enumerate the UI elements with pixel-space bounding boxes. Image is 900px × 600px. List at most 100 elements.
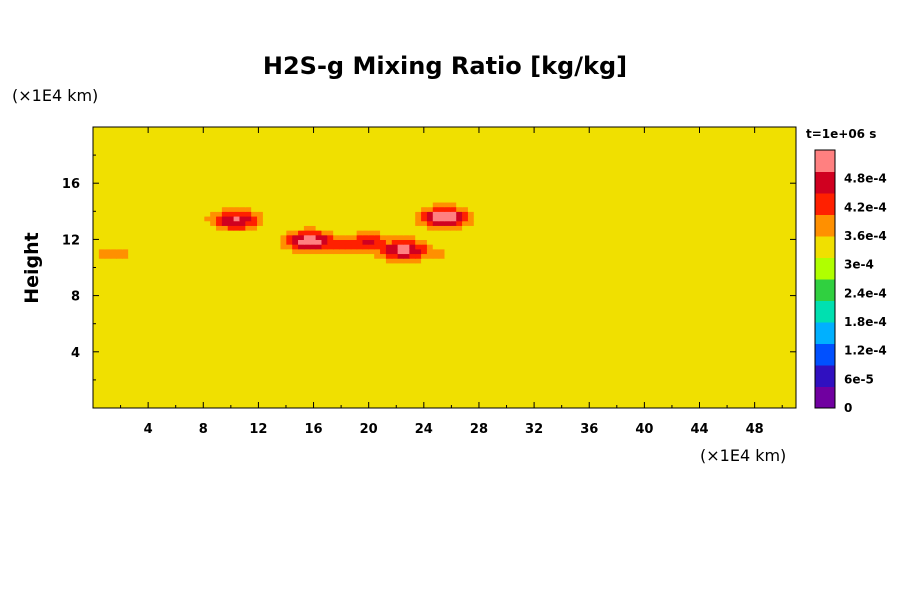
heatmap-cell — [790, 351, 796, 358]
heatmap-cell — [362, 225, 369, 231]
heatmap-cell — [690, 403, 698, 408]
heatmap-cell — [333, 234, 340, 240]
heatmap-cell — [766, 375, 774, 381]
heatmap-cell — [239, 314, 246, 320]
heatmap-cell — [280, 319, 287, 325]
heatmap-cell — [491, 239, 498, 245]
heatmap-cell — [403, 239, 410, 245]
heatmap-cell — [620, 384, 627, 390]
heatmap-cell — [608, 290, 615, 297]
heatmap-cell — [216, 300, 223, 306]
heatmap-cell — [725, 347, 733, 353]
heatmap-cell — [549, 215, 557, 222]
heatmap-cell — [128, 356, 135, 362]
heatmap-cell — [333, 319, 340, 325]
x-axis-unit: (×1E4 km) — [700, 446, 786, 465]
heatmap-cell — [444, 389, 451, 395]
heatmap-cell — [145, 319, 153, 325]
heatmap-cell — [743, 365, 750, 372]
heatmap-cell — [784, 347, 791, 353]
heatmap-cell — [713, 220, 721, 226]
heatmap-cell — [98, 276, 106, 283]
heatmap-cell — [169, 365, 176, 372]
heatmap-cell — [221, 304, 229, 311]
heatmap-cell — [216, 239, 223, 245]
heatmap-cell — [362, 248, 369, 255]
heatmap-cell — [532, 319, 539, 325]
heatmap-cell — [637, 356, 645, 362]
heatmap-cell — [661, 220, 668, 226]
heatmap-cell — [608, 393, 615, 400]
heatmap-cell — [567, 276, 574, 283]
heatmap-cell — [309, 328, 317, 334]
heatmap-cell — [438, 272, 446, 278]
heatmap-cell — [104, 342, 112, 348]
heatmap-cell — [608, 347, 615, 353]
heatmap-cell — [497, 220, 504, 226]
heatmap-cell — [497, 281, 504, 287]
heatmap-cell — [180, 276, 188, 283]
heatmap-cell — [766, 403, 774, 408]
heatmap-cell — [766, 333, 774, 339]
heatmap-cell — [134, 375, 141, 381]
heatmap-cell — [637, 309, 645, 315]
heatmap-cell — [268, 403, 276, 408]
heatmap-cell — [538, 384, 545, 390]
heatmap-cell — [157, 309, 164, 315]
heatmap-cell — [579, 333, 586, 339]
heatmap-cell — [444, 365, 451, 372]
heatmap-cell — [731, 370, 739, 376]
heatmap-cell — [380, 351, 387, 358]
heatmap-cell — [573, 220, 580, 226]
heatmap-cell — [719, 319, 727, 325]
heatmap-cell — [532, 300, 539, 306]
heatmap-cell — [426, 351, 434, 358]
heatmap-cell — [778, 356, 785, 362]
heatmap-cell — [754, 215, 762, 222]
heatmap-cell — [590, 248, 598, 255]
heatmap-cell — [274, 333, 282, 339]
heatmap-cell — [672, 314, 680, 320]
heatmap-cell — [555, 215, 563, 222]
heatmap-cell — [678, 342, 686, 348]
heatmap-cell — [725, 244, 733, 250]
heatmap-cell — [503, 239, 510, 245]
heatmap-cell — [409, 272, 416, 278]
heatmap-cell — [549, 234, 557, 240]
heatmap-cell — [696, 225, 703, 231]
heatmap-cell — [672, 393, 680, 400]
heatmap-cell — [385, 365, 393, 372]
heatmap-cell — [672, 375, 680, 381]
heatmap-cell — [479, 384, 487, 390]
heatmap-cell — [696, 295, 703, 301]
heatmap-cell — [708, 365, 715, 372]
heatmap-cell — [590, 379, 598, 386]
heatmap-cell — [655, 225, 662, 231]
heatmap-cell — [462, 286, 469, 292]
heatmap-cell — [503, 356, 510, 362]
heatmap-cell — [333, 375, 340, 381]
heatmap-cell — [298, 276, 305, 283]
heatmap-cell — [549, 281, 557, 287]
heatmap-cell — [462, 403, 469, 408]
heatmap-cell — [649, 276, 656, 283]
heatmap-cell — [233, 295, 241, 301]
heatmap-cell — [350, 225, 358, 231]
heatmap-cell — [526, 272, 533, 278]
heatmap-cell — [754, 309, 762, 315]
heatmap-cell — [344, 356, 352, 362]
heatmap-cell — [585, 234, 592, 240]
heatmap-cell — [368, 389, 375, 395]
heatmap-cell — [333, 347, 340, 353]
heatmap-cell — [702, 248, 709, 255]
heatmap-cell — [561, 225, 569, 231]
heatmap-cell — [350, 244, 358, 250]
heatmap-cell — [362, 365, 369, 372]
heatmap-cell — [538, 375, 545, 381]
heatmap-cell — [163, 304, 170, 311]
heatmap-cell — [397, 389, 405, 395]
heatmap-cell — [221, 211, 229, 217]
heatmap-cell — [268, 375, 276, 381]
heatmap-cell — [438, 375, 446, 381]
heatmap-cell — [303, 239, 311, 245]
